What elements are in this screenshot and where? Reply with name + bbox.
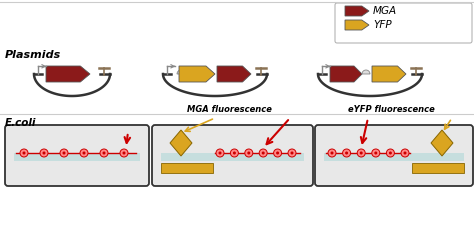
Circle shape [401, 149, 409, 157]
FancyBboxPatch shape [335, 3, 472, 43]
FancyBboxPatch shape [315, 125, 473, 186]
Circle shape [216, 149, 224, 157]
Text: Plasmids: Plasmids [5, 50, 61, 60]
Circle shape [82, 152, 85, 155]
Bar [161, 153, 304, 161]
Circle shape [102, 152, 106, 155]
Circle shape [343, 149, 351, 157]
Circle shape [345, 152, 348, 155]
Polygon shape [177, 70, 185, 74]
Circle shape [262, 152, 264, 155]
Circle shape [403, 152, 407, 155]
Text: E.coli: E.coli [5, 118, 36, 128]
Circle shape [80, 149, 88, 157]
Circle shape [230, 149, 238, 157]
Circle shape [20, 149, 28, 157]
Circle shape [330, 152, 334, 155]
Polygon shape [345, 20, 369, 30]
Polygon shape [217, 66, 251, 82]
FancyBboxPatch shape [152, 125, 313, 186]
Text: eYFP fluorescence: eYFP fluorescence [348, 105, 435, 114]
Circle shape [386, 149, 394, 157]
Circle shape [291, 152, 293, 155]
Circle shape [357, 149, 365, 157]
Polygon shape [330, 66, 362, 82]
Circle shape [22, 152, 26, 155]
Text: YFP: YFP [373, 20, 392, 30]
Polygon shape [170, 130, 192, 156]
Circle shape [288, 149, 296, 157]
Circle shape [328, 149, 336, 157]
Circle shape [60, 149, 68, 157]
Text: MGA: MGA [373, 6, 397, 16]
Bar [161, 163, 213, 173]
Circle shape [40, 149, 48, 157]
Bar [412, 163, 464, 173]
Circle shape [259, 149, 267, 157]
Circle shape [374, 152, 377, 155]
Polygon shape [46, 66, 90, 82]
Circle shape [247, 152, 250, 155]
Circle shape [245, 149, 253, 157]
Bar [324, 153, 464, 161]
Polygon shape [345, 6, 369, 16]
Polygon shape [372, 66, 406, 82]
Circle shape [233, 152, 236, 155]
FancyBboxPatch shape [5, 125, 149, 186]
Circle shape [43, 152, 46, 155]
Circle shape [360, 152, 363, 155]
Text: MGA fluorescence: MGA fluorescence [187, 105, 272, 114]
Circle shape [276, 152, 279, 155]
Polygon shape [179, 66, 215, 82]
Circle shape [219, 152, 221, 155]
Circle shape [273, 149, 282, 157]
Bar [14, 153, 140, 161]
Circle shape [372, 149, 380, 157]
Circle shape [120, 149, 128, 157]
Circle shape [100, 149, 108, 157]
Circle shape [122, 152, 126, 155]
Circle shape [63, 152, 65, 155]
Polygon shape [362, 70, 370, 74]
Circle shape [389, 152, 392, 155]
Polygon shape [431, 130, 453, 156]
